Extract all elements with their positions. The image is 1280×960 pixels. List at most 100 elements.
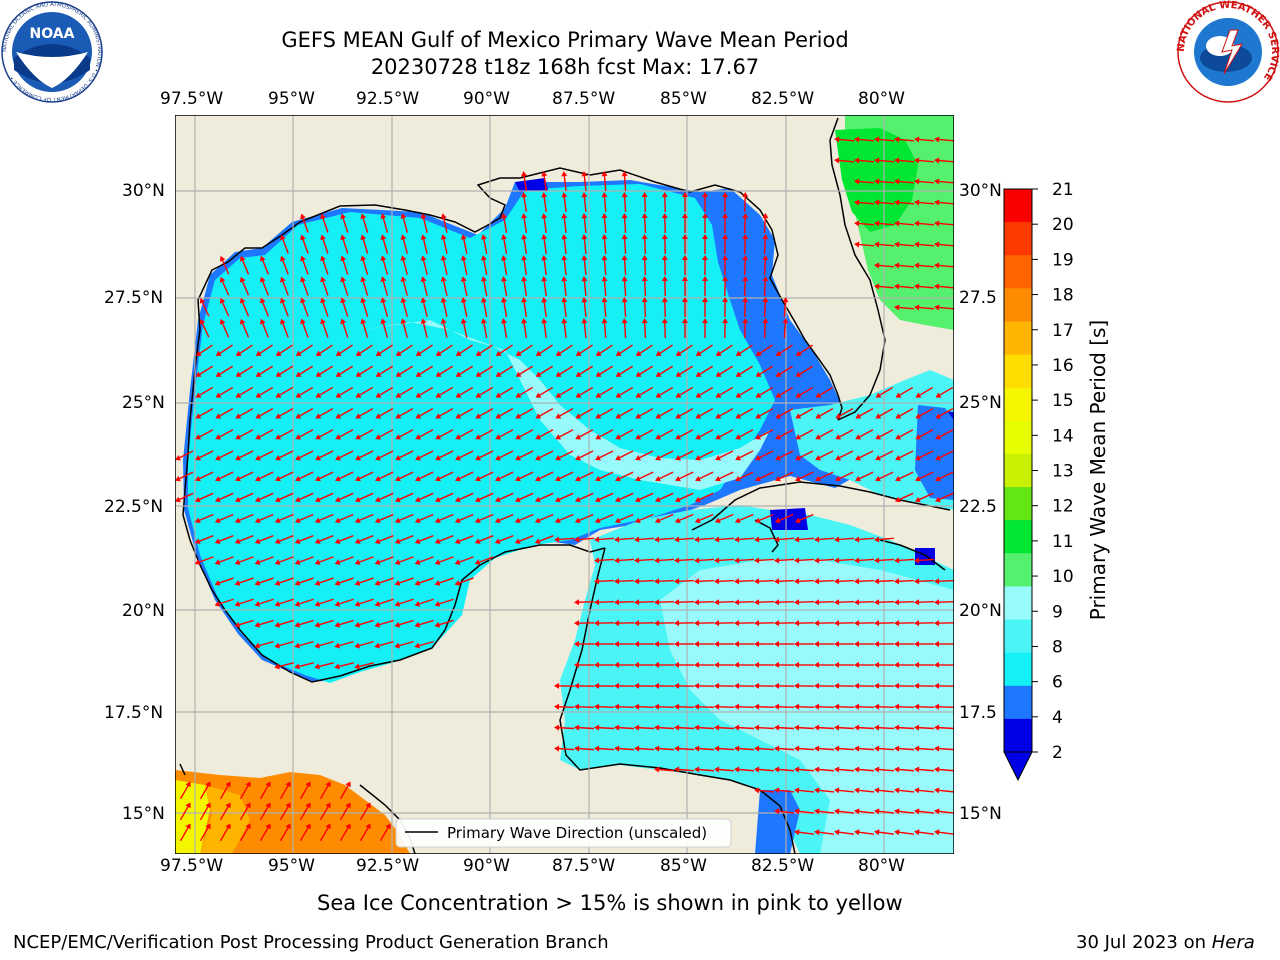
map-legend: Primary Wave Direction (unscaled) [395,818,732,848]
wave-arrow-head [714,724,720,731]
wave-arrow-head [434,517,441,524]
wave-arrow-head [420,276,427,282]
wave-arrow [795,705,815,709]
wave-arrow [276,492,294,502]
wave-arrow-head [775,475,781,482]
wave-arrow [376,535,394,543]
wave-arrow-head [434,496,441,503]
wave-arrow-head [915,475,921,482]
wave-arrow [623,235,627,255]
wave-arrow-head [535,371,542,377]
wave-arrow [442,278,448,296]
wave-arrow [317,344,333,356]
wave-arrow-head [615,350,622,356]
wave-arrow-head [675,350,682,356]
wave-arrow-head [194,517,201,524]
wave-arrow-head [695,392,702,398]
wave-arrow-head [674,724,680,731]
wave-arrow [643,277,647,297]
wave-arrow-head [762,297,769,303]
wave-arrow [915,600,935,604]
wave-arrow-head [575,413,582,419]
wave-arrow-head [894,136,900,143]
wave-arrow-head [534,517,541,524]
wave-arrow-head [874,641,880,648]
wave-arrow-head [734,620,740,627]
wave-arrow-head [635,434,642,440]
wave-arrow-head [874,578,880,585]
colorbar-bin [1004,553,1032,587]
wave-arrow-head [574,496,581,503]
wave-arrow-head [280,318,286,325]
wave-arrow-head [235,434,242,440]
wave-arrow-head [219,255,226,262]
wave-period-map: Primary Wave Direction (unscaled) [175,115,954,854]
wave-arrow-head [641,297,648,303]
wave-arrow [615,747,635,751]
wave-arrow [855,705,875,709]
wave-arrow-head [400,276,407,282]
wave-arrow [756,429,774,439]
lon-label: 80°W [858,856,905,876]
lon-label: 90°W [463,856,510,876]
wave-arrow-head [601,213,608,219]
wave-arrow-head [495,455,501,461]
wave-arrow-head [742,213,749,219]
wave-arrow-head [634,745,640,752]
wave-arrow-head [874,620,880,627]
wave-arrow-head [774,578,780,585]
wave-arrow-head [335,371,342,377]
wave-arrow-head [634,620,640,627]
wave-arrow-head [854,808,860,815]
wave-arrow-head [395,475,401,482]
wave-arrow-head [340,213,347,220]
wave-arrow-head [259,276,266,283]
wave-arrow-head [635,475,641,482]
wave-arrow-head [480,276,487,282]
wave-arrow-head [675,475,681,482]
wave-arrow-head [414,642,421,649]
wave-arrow-head [655,475,661,482]
wave-arrow-head [414,517,421,524]
wave-arrow-head [561,234,568,240]
wave-arrow [543,298,547,318]
wave-arrow-head [320,255,326,262]
wave-arrow-head [334,559,341,565]
wave-arrow-head [360,276,367,283]
wave-arrow-head [834,557,840,564]
wave-arrow-head [574,620,580,627]
wave-arrow-head [694,724,700,731]
wave-arrow-head [460,276,467,282]
wave-arrow-head [722,213,729,219]
wave-arrow-head [855,455,861,461]
wave-arrow [456,535,474,543]
wave-arrow-head [754,517,761,524]
wave-arrow [276,535,294,543]
wave-arrow-head [601,276,608,282]
wave-arrow [676,429,694,439]
wave-arrow [623,193,627,213]
wave-arrow-head [285,781,291,788]
wave-arrow-head [934,703,940,710]
wave-arrow [655,600,675,604]
wave-arrow-head [835,434,842,440]
wave-arrow-head [834,578,840,585]
wave-arrow-head [815,475,821,482]
wave-arrow-head [205,781,211,788]
wave-arrow-head [475,413,482,419]
wave-arrow-head [205,823,211,830]
wave-arrow [477,344,493,356]
wave-arrow [595,537,615,541]
wave-arrow-head [854,536,860,543]
wave-arrow [635,600,655,604]
wave-arrow-head [715,371,722,377]
wave-arrow-head [641,318,648,324]
wave-arrow [695,600,715,604]
wave-arrow-head [215,350,222,356]
wave-arrow [417,344,433,356]
wave-arrow-head [894,241,900,248]
wave-arrow [935,726,954,730]
wave-arrow-head [615,371,622,377]
wave-arrow-head [734,599,740,606]
wave-arrow-head [295,434,302,440]
